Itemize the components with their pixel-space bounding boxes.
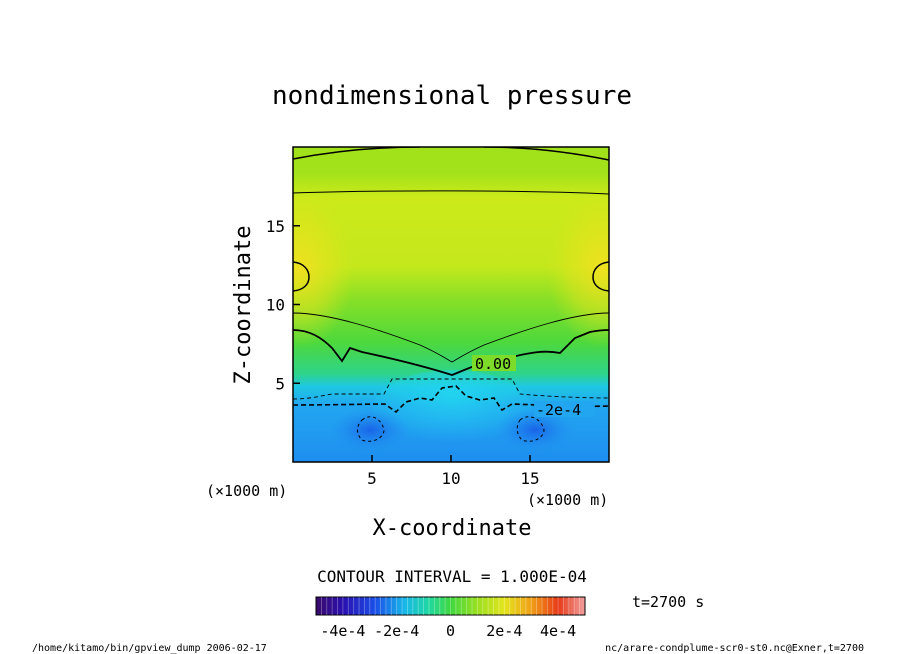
contour-dashed-thin [293, 378, 609, 400]
x-axis-unit: (×1000 m) [527, 491, 608, 509]
colorbar [315, 596, 586, 616]
contour-upper [293, 190, 609, 195]
footer-left: /home/kitamo/bin/gpview_dump 2006-02-17 [32, 643, 267, 654]
contour-zero [293, 329, 609, 376]
x-axis-ticks: 5 10 15 [367, 455, 540, 488]
colorbar-tick-label: 2e-4 [486, 622, 522, 640]
y-tick-label: 15 [266, 217, 285, 236]
contour-left-bulge [293, 261, 310, 292]
contour-lines [293, 147, 609, 442]
x-tick-label: 5 [367, 469, 377, 488]
x-tick-label: 10 [441, 469, 460, 488]
y-axis-unit: (×1000 m) [206, 482, 287, 500]
colorbar-bins [320, 597, 581, 615]
footer-right: nc/arare-condplume-scr0-st0.nc@Exner,t=2… [605, 643, 864, 654]
colorbar-tick-label: -2e-4 [374, 622, 419, 640]
y-tick-label: 10 [266, 296, 285, 315]
contour-right-bulge [592, 261, 609, 292]
x-tick-label: 15 [520, 469, 539, 488]
x-axis-title: X-coordinate [373, 516, 532, 541]
contour-low-right [516, 416, 545, 442]
heatmap-field [293, 147, 609, 462]
colorbar-tick-label: -4e-4 [320, 622, 365, 640]
contour-label-zero: 0.00 [475, 355, 511, 373]
chart-title: nondimensional pressure [272, 81, 632, 111]
colorbar-tick-label: 4e-4 [540, 622, 576, 640]
y-axis-title: Z-coordinate [231, 226, 256, 385]
colorbar-tick-label: 0 [446, 622, 455, 640]
contour-label-neg: -2e-4 [536, 401, 581, 419]
y-tick-label: 5 [275, 374, 285, 393]
colorbar-ticks: -4e-4 -2e-4 0 2e-4 4e-4 [320, 622, 576, 640]
contour-mid-thin [293, 312, 609, 363]
contour-interval: CONTOUR INTERVAL = 1.000E-04 [317, 567, 587, 586]
time-label: t=2700 s [632, 593, 704, 611]
contour-neg-2e4 [293, 385, 609, 414]
contour-low-left [357, 416, 385, 442]
y-axis-ticks: 5 10 15 [266, 217, 300, 393]
